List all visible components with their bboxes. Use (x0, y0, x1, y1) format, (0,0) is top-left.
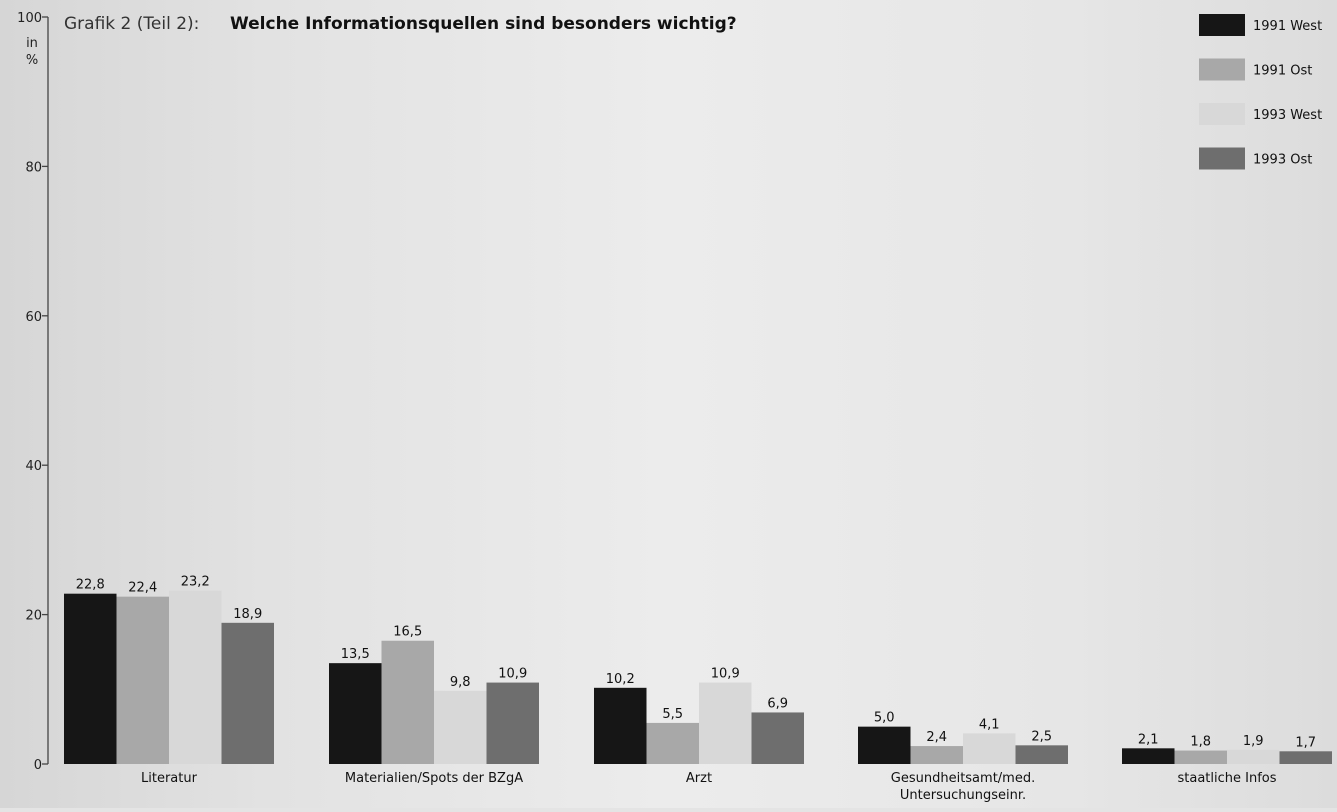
y-tick-label: 40 (25, 459, 42, 474)
category-labels: Literatur Materialien/Spots der BZgA Arzt G… (141, 771, 1277, 803)
y-tick-label: 60 (25, 310, 42, 325)
bar-value-label: 10,9 (498, 667, 527, 682)
bar (329, 663, 382, 764)
bar (381, 640, 434, 764)
legend-swatch (1199, 147, 1245, 170)
y-axis: 0 20 40 60 80 100 (17, 11, 49, 773)
bar-value-label: 10,9 (711, 667, 740, 682)
bar (486, 682, 539, 764)
bar-value-label: 1,7 (1295, 735, 1316, 750)
category-label: staatliche Infos (1177, 771, 1276, 786)
bar (699, 682, 752, 764)
y-axis-unit-in: in (26, 36, 38, 51)
chart-title: Welche Informationsquellen sind besonder… (230, 14, 737, 34)
legend-swatch (1199, 103, 1245, 125)
y-tick-label: 80 (25, 160, 42, 175)
bar-value-label: 6,9 (767, 696, 788, 711)
bar-value-label: 22,4 (128, 581, 157, 596)
bar-value-label: 9,8 (450, 675, 471, 690)
bar (963, 733, 1016, 764)
legend: 1991 West 1991 Ost 1993 West 1993 Ost (1199, 14, 1322, 170)
bar (64, 593, 117, 764)
bar (751, 712, 804, 764)
legend-label: 1993 Ost (1253, 153, 1312, 168)
legend-label: 1991 Ost (1253, 64, 1312, 79)
bar-value-label: 1,9 (1243, 734, 1264, 749)
bar (646, 722, 699, 764)
bar (116, 596, 169, 764)
legend-swatch (1199, 14, 1245, 36)
category-label: Literatur (141, 771, 198, 786)
bar (1122, 748, 1175, 764)
bar-value-label: 4,1 (979, 717, 1000, 732)
bar (1015, 745, 1068, 764)
y-tick-label: 0 (34, 758, 42, 773)
bar (221, 622, 274, 764)
bar (169, 590, 222, 764)
legend-label: 1993 West (1253, 108, 1322, 123)
bar-value-label: 16,5 (393, 625, 422, 640)
bar-value-label: 2,4 (926, 730, 947, 745)
category-label: Materialien/Spots der BZgA (345, 771, 523, 786)
chart-title-prefix: Grafik 2 (Teil 2): (64, 14, 199, 34)
legend-swatch (1199, 58, 1245, 81)
bar (1279, 751, 1332, 764)
bars: 22,8 22,4 23,2 18,9 13,5 16,5 9,8 10,9 10,2 5,5 10… (64, 575, 1332, 764)
bar-value-label: 23,2 (181, 575, 210, 590)
category-label: Arzt (686, 771, 712, 786)
y-tick-label: 100 (17, 11, 42, 26)
bar (858, 726, 911, 764)
bar-value-label: 10,2 (606, 672, 635, 687)
bar-value-label: 22,8 (76, 578, 105, 593)
bar (1174, 750, 1227, 764)
bar (434, 690, 487, 764)
bar-value-label: 18,9 (233, 607, 262, 622)
bar-value-label: 5,0 (874, 711, 895, 726)
y-axis-unit-percent: % (26, 53, 38, 68)
category-label: Gesundheitsamt/med. Untersuchungseinr. (891, 771, 1035, 803)
bar-value-label: 1,8 (1190, 735, 1211, 750)
y-tick-label: 20 (25, 609, 42, 624)
bar (1227, 749, 1280, 764)
bar-value-label: 5,5 (662, 707, 683, 722)
legend-label: 1991 West (1253, 19, 1322, 34)
bar (594, 687, 647, 764)
bar (910, 746, 963, 764)
bar-value-label: 2,5 (1031, 729, 1052, 744)
bar-value-label: 13,5 (341, 647, 370, 662)
bar-value-label: 2,1 (1138, 732, 1159, 747)
